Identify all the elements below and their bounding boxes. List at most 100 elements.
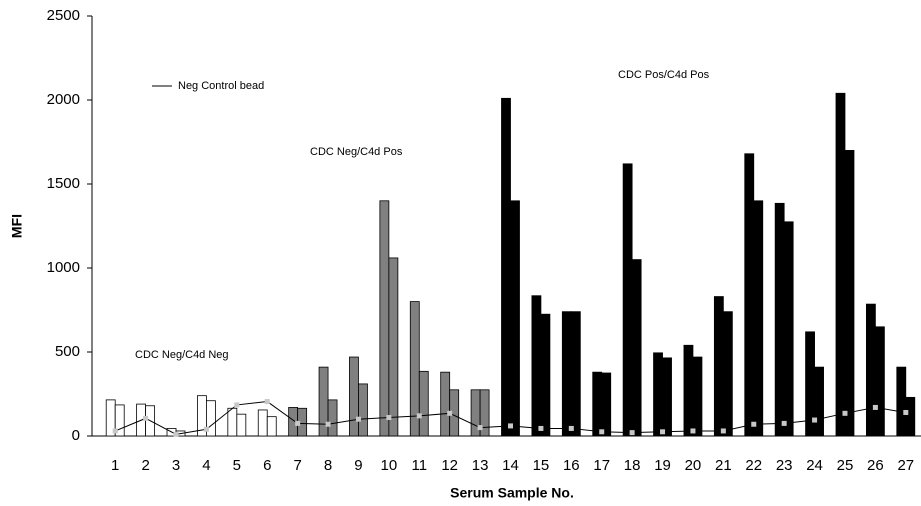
- bar: [692, 356, 703, 437]
- control-marker: [355, 416, 361, 422]
- y-tick-label: 2500: [47, 7, 80, 24]
- x-tick-label: 20: [685, 457, 702, 474]
- bar: [835, 92, 846, 437]
- bar: [358, 383, 368, 437]
- bar: [540, 313, 551, 437]
- bar: [865, 303, 876, 437]
- x-tick-label: 7: [293, 457, 301, 474]
- control-marker: [112, 428, 118, 434]
- bar: [501, 97, 511, 437]
- x-tick-label: 4: [202, 457, 210, 474]
- bar: [592, 371, 603, 437]
- bar: [774, 202, 785, 437]
- x-tick-label: 11: [411, 457, 427, 474]
- control-marker: [660, 429, 666, 435]
- x-tick-label: 22: [745, 457, 762, 474]
- x-tick-label: 17: [593, 457, 610, 474]
- bar: [653, 352, 663, 437]
- x-tick-label: 1: [111, 457, 119, 474]
- control-marker: [234, 402, 240, 408]
- control-marker: [599, 429, 605, 435]
- x-axis-label: Serum Sample No.: [450, 485, 574, 501]
- bar: [905, 396, 916, 437]
- bar: [561, 311, 572, 437]
- control-marker: [477, 425, 483, 431]
- bar: [409, 301, 420, 437]
- control-marker: [325, 421, 331, 427]
- bar: [440, 371, 451, 437]
- bar: [418, 370, 429, 437]
- control-marker: [295, 420, 301, 426]
- bar: [379, 200, 390, 437]
- x-tick-label: 18: [624, 457, 641, 474]
- control-marker: [842, 410, 848, 416]
- x-tick-label: 19: [654, 457, 671, 474]
- bar: [388, 257, 399, 437]
- bar: [783, 221, 794, 437]
- control-marker: [173, 431, 179, 437]
- y-axis-label: MFI: [9, 214, 25, 238]
- control-marker: [872, 404, 878, 410]
- bar: [601, 372, 612, 437]
- bar: [744, 153, 755, 437]
- control-marker: [143, 415, 149, 421]
- bar: [266, 416, 277, 437]
- control-marker: [781, 420, 787, 426]
- bar: [753, 200, 764, 437]
- bar: [206, 400, 216, 437]
- control-marker: [812, 417, 818, 423]
- control-marker: [447, 410, 453, 416]
- bar: [327, 399, 338, 437]
- bar: [510, 200, 520, 437]
- bar: [236, 413, 247, 437]
- x-tick-label: 14: [502, 457, 519, 474]
- control-marker: [629, 430, 635, 436]
- x-tick-label: 25: [837, 457, 854, 474]
- control-marker: [690, 428, 696, 434]
- x-tick-label: 26: [867, 457, 884, 474]
- y-tick-label: 1500: [47, 175, 80, 192]
- annotation: CDC Neg/C4d Neg: [135, 349, 229, 361]
- control-marker: [720, 428, 726, 434]
- x-tick-label: 3: [172, 457, 180, 474]
- bar: [713, 296, 724, 437]
- bar: [683, 344, 694, 437]
- bar: [227, 407, 238, 437]
- bar: [479, 389, 490, 437]
- control-marker: [508, 423, 513, 429]
- x-tick-label: 9: [354, 457, 362, 474]
- x-tick-label: 23: [776, 457, 793, 474]
- y-tick-label: 0: [72, 427, 80, 444]
- control-marker: [416, 413, 422, 419]
- bar: [814, 366, 824, 437]
- bar: [844, 149, 855, 437]
- x-tick-label: 24: [806, 457, 823, 474]
- bar: [722, 311, 733, 437]
- x-tick-label: 13: [472, 457, 489, 474]
- x-tick-label: 2: [141, 457, 149, 474]
- bar: [631, 259, 642, 437]
- bar: [349, 356, 359, 437]
- bar: [622, 163, 633, 437]
- y-tick-label: 1000: [47, 259, 80, 276]
- x-tick-label: 8: [324, 457, 332, 474]
- control-marker: [538, 425, 544, 431]
- control-marker: [751, 421, 757, 427]
- bar: [257, 409, 268, 437]
- y-tick-label: 2000: [47, 91, 80, 108]
- x-tick-label: 5: [233, 457, 241, 474]
- x-tick-label: 15: [533, 457, 550, 474]
- bar: [874, 326, 885, 437]
- annotation: CDC Neg/C4d Pos: [310, 146, 403, 158]
- control-marker: [264, 399, 270, 405]
- control-marker: [568, 425, 574, 431]
- bar: [570, 311, 581, 437]
- bar: [662, 357, 672, 437]
- bar: [531, 295, 542, 437]
- control-marker: [203, 426, 209, 432]
- x-tick-label: 21: [715, 457, 732, 474]
- control-marker: [386, 415, 392, 421]
- bar: [896, 366, 907, 437]
- x-tick-label: 27: [897, 457, 914, 474]
